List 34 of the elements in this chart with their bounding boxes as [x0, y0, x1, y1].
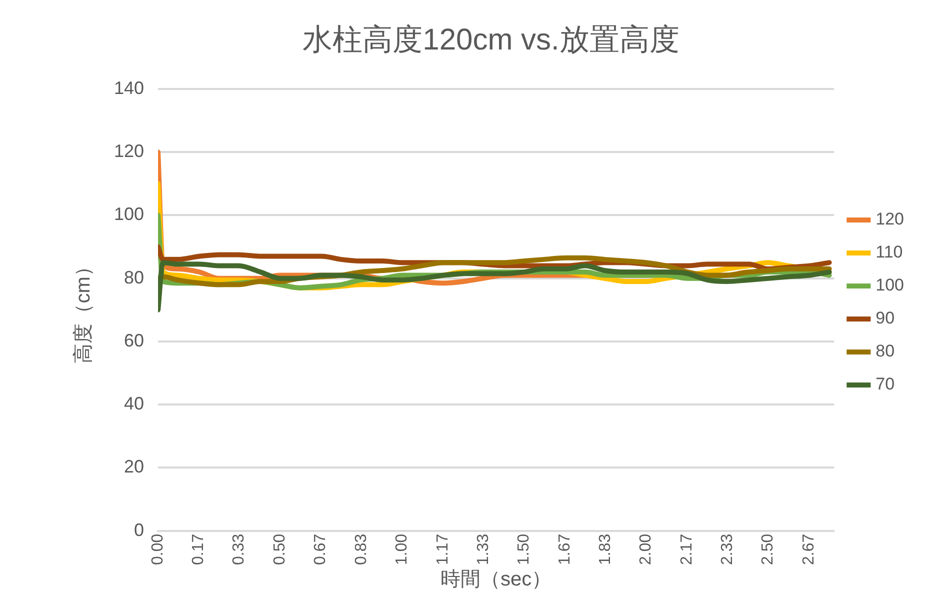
- legend-label: 80: [876, 342, 895, 361]
- legend-label: 70: [876, 374, 895, 394]
- y-tick-label: 60: [124, 330, 144, 350]
- y-tick-label: 140: [114, 78, 144, 98]
- x-tick-label: 2.33: [718, 534, 736, 565]
- y-tick-label: 100: [114, 204, 144, 224]
- legend-label: 110: [876, 242, 903, 262]
- x-axis-title: 時間（sec）: [440, 568, 552, 591]
- y-tick-label: 20: [124, 456, 144, 477]
- x-tick-label: 0.83: [352, 534, 370, 565]
- y-tick-label: 80: [124, 267, 144, 288]
- legend-label: 90: [876, 308, 895, 328]
- x-tick-label: 1.83: [596, 534, 614, 565]
- x-tick-label: 2.50: [760, 534, 777, 565]
- x-tick-label: 1.67: [556, 534, 574, 565]
- legend-label: 100: [876, 276, 904, 295]
- x-tick-label: 1.00: [394, 534, 411, 565]
- x-tick-label: 1.33: [474, 534, 492, 565]
- x-tick-label: 2.00: [638, 534, 655, 565]
- y-axis-title: 高度（cm）: [72, 256, 95, 364]
- x-tick-label: 0.00: [149, 534, 166, 565]
- y-tick-label: 120: [114, 141, 144, 162]
- legend-label: 120: [876, 210, 904, 229]
- x-tick-label: 1.17: [434, 534, 452, 565]
- chart-title: 水柱高度120cm vs.放置高度: [302, 23, 680, 56]
- x-tick-label: 0.33: [230, 534, 248, 565]
- x-tick-label: 2.17: [678, 534, 696, 565]
- x-tick-label: 0.50: [271, 534, 288, 565]
- x-tick-label: 1.50: [516, 534, 533, 565]
- x-tick-label: 2.67: [800, 534, 818, 565]
- y-tick-label: 40: [124, 394, 144, 414]
- y-tick-label: 0: [134, 520, 144, 540]
- x-tick-label: 0.67: [312, 534, 330, 565]
- x-tick-label: 0.17: [190, 534, 208, 565]
